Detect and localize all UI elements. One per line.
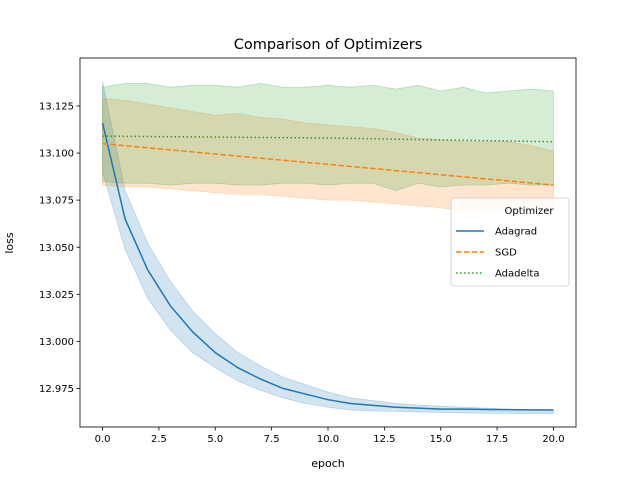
x-tick-label: 20.0	[542, 434, 564, 445]
sgd-line	[102, 142, 554, 186]
legend-label-adagrad: Adagrad	[495, 227, 537, 238]
legend-box	[450, 197, 570, 287]
y-tick-label: 13.100	[39, 149, 74, 160]
y-tick-label: 13.050	[39, 243, 74, 254]
series-lines	[101, 122, 554, 411]
adagrad-line	[101, 122, 554, 411]
y-axis-ticks: 12.975 13.000 13.025 13.050 13.075 13.100 13.1…	[39, 102, 80, 395]
x-tick-label: 17.5	[486, 434, 508, 445]
x-axis-ticks: 0.0 2.5 5.0 7.5 10.0 12.5 15.0 17.5 20.0	[95, 427, 565, 445]
chart-title: Comparison of Optimizers	[234, 37, 423, 53]
adadelta-line	[102, 135, 554, 143]
adadelta-confidence-band	[102, 83, 554, 192]
x-tick-label: 10.0	[317, 434, 339, 445]
y-axis-label: loss	[3, 232, 16, 254]
x-tick-label: 7.5	[264, 434, 280, 445]
legend-label-sgd: SGD	[495, 248, 517, 259]
y-tick-label: 12.975	[39, 384, 74, 395]
adagrad-confidence-band	[102, 81, 554, 414]
y-tick-label: 13.000	[39, 337, 74, 348]
x-axis-label: epoch	[311, 457, 345, 470]
confidence-bands	[102, 81, 554, 414]
x-tick-label: 12.5	[373, 434, 395, 445]
x-tick-label: 5.0	[207, 434, 223, 445]
x-tick-label: 2.5	[151, 434, 167, 445]
legend-label-adadelta: Adadelta	[495, 269, 539, 280]
legend: Optimizer Adagrad SGD Adadelta	[450, 197, 570, 287]
y-tick-label: 13.025	[39, 290, 74, 301]
x-tick-label: 15.0	[430, 434, 452, 445]
y-tick-label: 13.075	[39, 196, 74, 207]
x-tick-label: 0.0	[95, 434, 111, 445]
y-tick-label: 13.125	[39, 102, 74, 113]
legend-title: Optimizer	[505, 206, 555, 217]
